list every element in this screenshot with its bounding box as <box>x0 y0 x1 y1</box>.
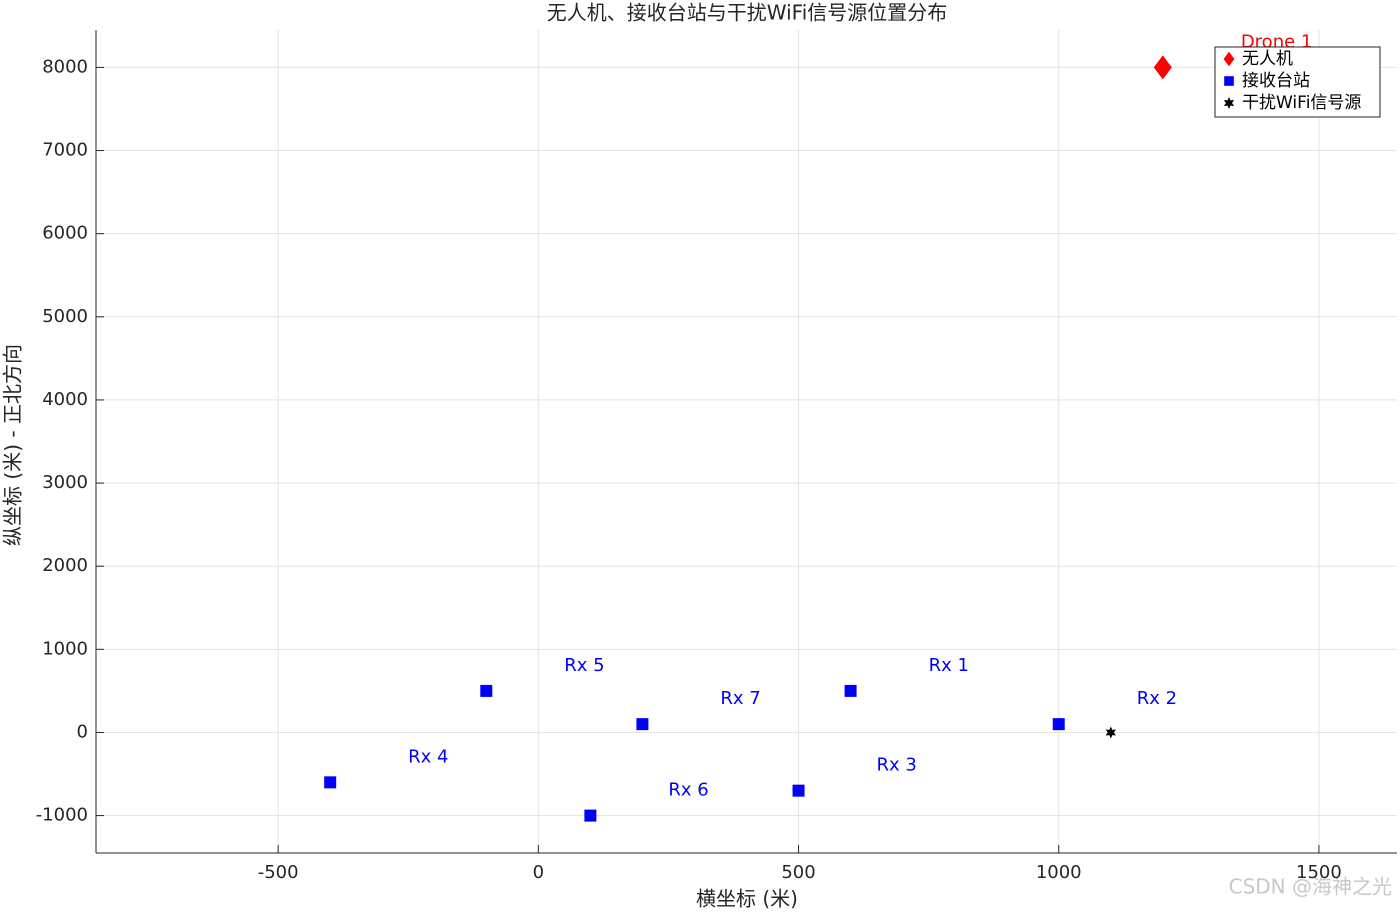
point-label: Rx 2 <box>1137 688 1177 709</box>
point-label: Rx 1 <box>929 655 969 676</box>
x-tick-label: 1500 <box>1296 862 1342 883</box>
legend-marker <box>1223 97 1235 109</box>
watermark: CSDN @海神之光 <box>1229 875 1392 899</box>
x-axis-label: 横坐标 (米) <box>696 887 798 911</box>
y-tick-label: 0 <box>77 721 88 742</box>
point-label: Rx 4 <box>408 746 448 767</box>
data-point <box>324 776 337 789</box>
x-tick-label: 1000 <box>1036 862 1082 883</box>
x-tick-label: 0 <box>533 862 544 883</box>
legend-label: 干扰WiFi信号源 <box>1242 93 1361 113</box>
data-point <box>1052 718 1065 731</box>
point-label: Rx 7 <box>720 688 760 709</box>
legend-box <box>1214 46 1381 118</box>
data-point <box>1153 55 1172 80</box>
legend-marker <box>1224 76 1234 86</box>
point-label: Rx 5 <box>564 655 604 676</box>
y-tick-label: 1000 <box>42 638 88 659</box>
data-point <box>584 809 597 822</box>
legend-marker <box>1223 51 1235 67</box>
data-point <box>636 718 649 731</box>
legend-label: 接收台站 <box>1242 71 1310 91</box>
point-label: Rx 6 <box>668 780 708 801</box>
y-tick-label: 6000 <box>42 223 88 244</box>
y-tick-label: 3000 <box>42 472 88 493</box>
data-point <box>844 684 857 697</box>
x-tick-label: 500 <box>781 862 815 883</box>
data-point <box>480 684 493 697</box>
x-tick-label: -500 <box>258 862 299 883</box>
data-point <box>1105 726 1116 739</box>
y-tick-label: 2000 <box>42 555 88 576</box>
chart-title: 无人机、接收台站与干扰WiFi信号源位置分布 <box>547 1 948 25</box>
y-tick-label: 5000 <box>42 306 88 327</box>
data-point <box>792 784 805 797</box>
y-tick-label: 8000 <box>42 56 88 77</box>
point-label: Rx 3 <box>877 755 917 776</box>
y-tick-label: -1000 <box>36 805 88 826</box>
legend-label: 无人机 <box>1242 49 1293 69</box>
y-tick-label: 4000 <box>42 389 88 410</box>
y-tick-label: 7000 <box>42 140 88 161</box>
y-axis-label: 纵坐标 (米) - 正北方向 <box>1 344 25 546</box>
